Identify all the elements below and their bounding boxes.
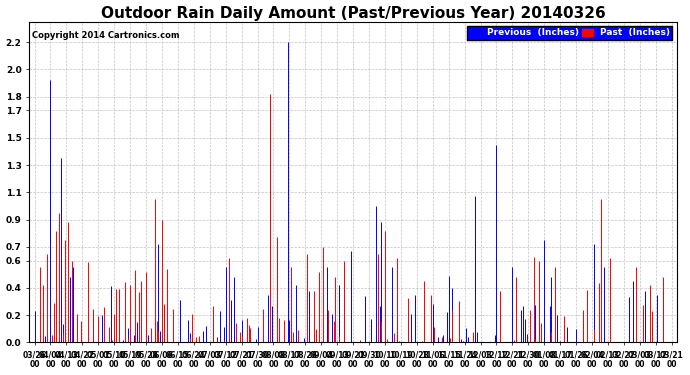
Legend: Previous  (Inches), Past  (Inches): Previous (Inches), Past (Inches) — [467, 26, 673, 40]
Text: Copyright 2014 Cartronics.com: Copyright 2014 Cartronics.com — [32, 32, 180, 40]
Title: Outdoor Rain Daily Amount (Past/Previous Year) 20140326: Outdoor Rain Daily Amount (Past/Previous… — [101, 6, 605, 21]
